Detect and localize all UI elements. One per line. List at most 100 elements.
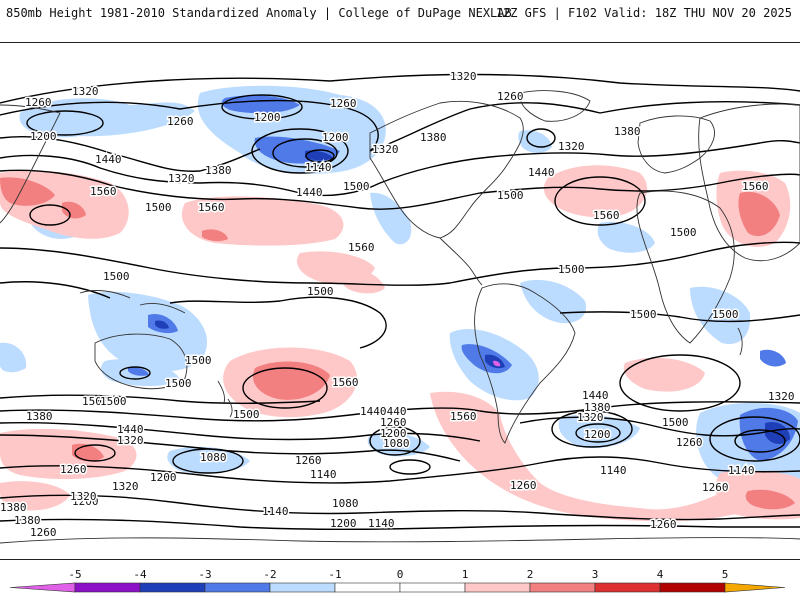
contour-label: 1260 <box>702 481 729 494</box>
contour-label: 1560 <box>593 209 620 222</box>
colorbar-segment-neg3-neg2 <box>204 582 271 593</box>
anomaly-colorbar: -5 -4 -3 -2 -1 0 1 2 3 4 5 <box>0 566 800 600</box>
contour-label: 1200 <box>30 130 57 143</box>
coastline-north-america <box>369 100 524 239</box>
colorbar-segment-0-pos1 <box>399 582 466 593</box>
height-contour <box>29 204 71 226</box>
anomaly-positive-region <box>338 267 385 294</box>
anomaly-negative-region <box>155 320 169 329</box>
height-contour <box>0 241 800 286</box>
coastline-asia-west <box>0 104 61 224</box>
colorbar-tick: 0 <box>397 568 404 581</box>
contour-label: 1140 <box>728 464 755 477</box>
contour-label: 1140 <box>600 464 627 477</box>
colorbar-tick-labels: -5 -4 -3 -2 -1 0 1 2 3 4 5 <box>68 568 728 581</box>
height-contour <box>272 138 338 168</box>
height-contour <box>0 434 461 462</box>
contour-label: 1500 <box>103 270 130 283</box>
colorbar-segment-neg1-0 <box>334 582 401 593</box>
anomaly-positive-region <box>623 357 705 392</box>
coastline-south-america <box>474 283 576 444</box>
colorbar-tick: -4 <box>133 568 147 581</box>
contour-label: 1140 <box>368 517 395 530</box>
contour-label: 1440 <box>582 389 609 402</box>
contour-label: 1320 <box>168 172 195 185</box>
coastline-asia <box>698 103 800 262</box>
contour-label: 1560 <box>348 241 375 254</box>
contour-label: 1320 <box>558 140 585 153</box>
anomaly-negative-region <box>0 342 27 373</box>
height-contour <box>0 169 800 210</box>
height-contour <box>0 140 800 197</box>
anomaly-negative-region <box>558 414 640 449</box>
contour-label: 1320 <box>70 490 97 503</box>
anomaly-negative-region <box>19 98 195 138</box>
colorbar-tick: -3 <box>198 568 211 581</box>
anomaly-negative-region <box>221 95 300 114</box>
height-contour <box>519 416 800 437</box>
height-contour <box>619 354 741 412</box>
height-contour <box>242 367 328 409</box>
contour-label: 1260 <box>25 96 52 109</box>
height-contour <box>119 366 151 380</box>
contour-label: 1140 <box>305 161 332 174</box>
contour-label: 1500 <box>670 226 697 239</box>
contour-label: 1320 <box>372 143 399 156</box>
anomaly-positive-region <box>62 201 86 219</box>
anomaly-positive-region <box>252 361 330 400</box>
contour-label: 1260 <box>676 436 703 449</box>
colorbar-tick: 5 <box>722 568 729 581</box>
height-contour <box>0 281 111 299</box>
colorbar-tick: 1 <box>462 568 469 581</box>
contour-label: 1380 <box>0 501 27 514</box>
contour-label: 1260 <box>167 115 194 128</box>
contour-label: 1500 <box>712 308 739 321</box>
anomaly-positive-region <box>543 165 648 218</box>
contour-label: 1260 <box>60 463 87 476</box>
colorbar-segment-pos1-pos2 <box>464 582 531 593</box>
contour-label: 1440 <box>360 405 387 418</box>
contour-label: 1500 <box>145 201 172 214</box>
height-contour <box>305 149 335 163</box>
anomaly-positive-region <box>202 229 228 242</box>
colorbar-segment-gt-pos5 <box>724 582 786 593</box>
contour-label: 1560 <box>90 185 117 198</box>
contour-label: 1560 <box>332 376 359 389</box>
anomaly-positive-region <box>0 177 55 206</box>
contour-label: 1200 <box>330 517 357 530</box>
contour-label: 1080 <box>200 451 227 464</box>
coastline-indonesia <box>79 290 186 314</box>
contour-label: 1080 <box>332 497 359 510</box>
coastline-new-zealand <box>217 380 233 418</box>
contour-label: 1200 <box>322 131 349 144</box>
contour-label: 1560 <box>742 180 769 193</box>
height-contour <box>551 410 633 448</box>
colorbar-segment-neg5-neg4 <box>74 582 141 593</box>
colorbar-segment-neg4-neg3 <box>139 582 206 593</box>
contour-label: 1380 <box>420 131 447 144</box>
contour-label: 1500 <box>343 180 370 193</box>
contour-label: 1260 <box>497 90 524 103</box>
contour-label: 1500 <box>165 377 192 390</box>
height-contour <box>734 429 786 453</box>
anomaly-negative-region <box>88 291 208 372</box>
height-contour <box>169 296 387 349</box>
coastline-europe <box>637 115 715 174</box>
colorbar-tick: 3 <box>592 568 599 581</box>
height-contour <box>526 128 556 148</box>
contour-label: 1500 <box>630 308 657 321</box>
contour-label: 1500 <box>662 416 689 429</box>
contour-label: 1440 <box>296 186 323 199</box>
anomaly-negative-region <box>760 349 786 367</box>
height-contour <box>709 416 800 462</box>
contour-label: 1080 <box>383 437 410 450</box>
contour-label: 1500 <box>100 395 127 408</box>
contour-label: 1320 <box>768 390 795 403</box>
contour-label: 1260 <box>510 479 537 492</box>
height-contour <box>26 110 104 136</box>
map-canvas: 1320 1260 1200 1260 1320 1440 1200 1260 … <box>0 69 800 544</box>
colorbar-segment-neg2-neg1 <box>269 582 336 593</box>
contour-label: 1260 <box>650 518 677 531</box>
contour-label: 1140 <box>310 468 337 481</box>
contour-label: 1260 <box>295 454 322 467</box>
